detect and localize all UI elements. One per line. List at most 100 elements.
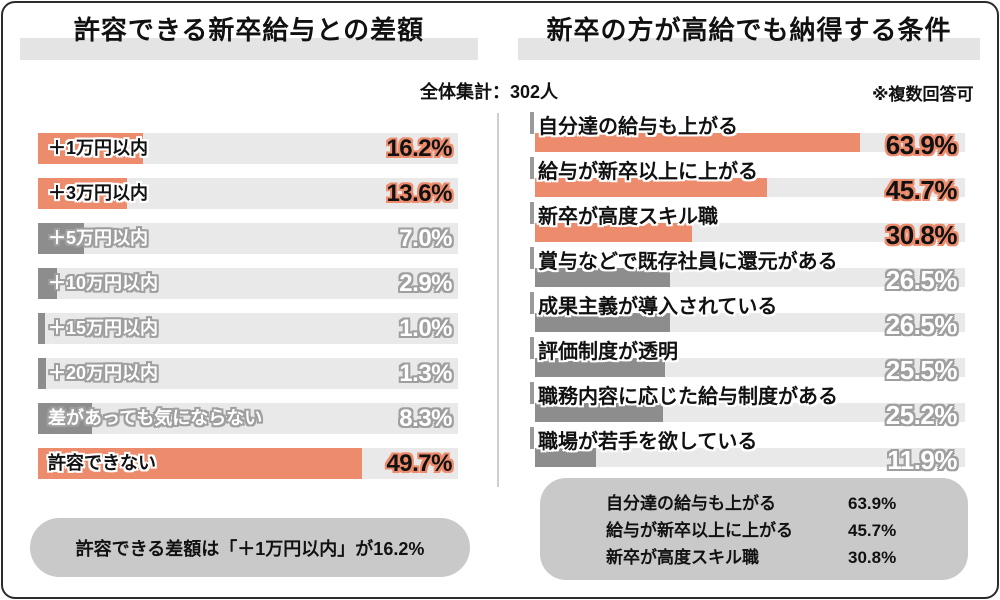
summary-row: 新卒が高度スキル職 30.8% <box>606 544 968 571</box>
bar-value: 49.7% <box>386 450 452 477</box>
bar-row: 成果主義が導入されている 26.5% <box>530 290 967 338</box>
bar-value: 25.5% <box>885 355 958 385</box>
bar-row: 賞与などで既存社員に還元がある 26.5% <box>530 245 967 293</box>
right-panel-title: 新卒の方が高給でも納得する条件 <box>546 15 952 45</box>
row-tick <box>530 247 534 269</box>
bar-track: 25.2% <box>535 402 965 428</box>
bar-row: 自分達の給与も上がる 63.9% <box>530 110 967 158</box>
multiple-answers-note: ※複数回答可 <box>872 85 974 104</box>
bar-fill <box>535 448 596 467</box>
bar-label: 自分達の給与も上がる <box>538 116 738 138</box>
bar-label: 差があっても気にならない <box>48 408 263 428</box>
bar-label: 職場が若手を欲している <box>538 431 758 453</box>
bar-label: 賞与などで既存社員に還元がある <box>538 251 838 273</box>
bar-value: 2.9% <box>399 270 452 297</box>
summary-value: 63.9% <box>848 494 897 513</box>
bar-value: 13.6% <box>386 180 452 207</box>
bar-value: 11.9% <box>887 445 957 475</box>
bar-label: ＋20万円以内 <box>48 363 159 383</box>
bar-value: 1.0% <box>399 315 452 342</box>
bar-fill <box>38 178 127 209</box>
bar-row: ＋15万円以内 1.0% <box>38 313 458 344</box>
bar-row: 新卒が高度スキル職 30.8% <box>530 200 967 248</box>
row-tick <box>530 382 534 404</box>
bar-fill <box>535 403 664 422</box>
bar-fill <box>38 133 144 164</box>
bar-fill <box>535 313 670 332</box>
bar-fill <box>535 178 768 197</box>
bar-value: 63.9% <box>885 130 958 160</box>
bar-value: 30.8% <box>885 220 958 250</box>
row-tick <box>530 337 534 359</box>
panel-divider <box>497 113 499 487</box>
bar-label: ＋5万円以内 <box>48 228 149 248</box>
bar-fill <box>535 358 665 377</box>
bar-track: 30.8% <box>535 222 965 248</box>
bar-label: 職務内容に応じた給与制度がある <box>538 386 838 408</box>
bar-track: 63.9% <box>535 132 965 158</box>
summary-label: 給与が新卒以上に上がる <box>606 521 793 540</box>
bar-track: 26.5% <box>535 267 965 293</box>
bar-fill <box>535 223 692 242</box>
row-tick <box>530 202 534 224</box>
bar-value: 45.7% <box>885 175 958 205</box>
bar-row: ＋1万円以内 16.2% <box>38 133 458 164</box>
bar-label: 成果主義が導入されている <box>538 296 778 318</box>
bar-fill <box>535 268 670 287</box>
row-tick <box>530 292 534 314</box>
row-tick <box>530 112 534 134</box>
bar-fill <box>38 403 93 434</box>
summary-value: 45.7% <box>848 521 897 540</box>
summary-row: 給与が新卒以上に上がる 45.7% <box>606 517 968 544</box>
bar-row: ＋10万円以内 2.9% <box>38 268 458 299</box>
summary-label: 新卒が高度スキル職 <box>606 548 759 567</box>
bar-value: 26.5% <box>885 265 958 295</box>
bar-row: 職場が若手を欲している 11.9% <box>530 425 967 473</box>
left-title-highlight <box>20 38 478 60</box>
bar-fill <box>38 313 45 344</box>
bar-value: 8.3% <box>399 405 452 432</box>
bar-value: 26.5% <box>885 310 958 340</box>
right-title-highlight <box>518 38 980 60</box>
bar-fill <box>38 448 362 479</box>
bar-track: 45.7% <box>535 177 965 203</box>
bar-fill <box>38 358 47 389</box>
bar-track: 26.5% <box>535 312 965 338</box>
bar-label: ＋10万円以内 <box>48 273 159 293</box>
bar-track: 11.9% <box>535 447 965 473</box>
bar-value: 1.3% <box>399 360 452 387</box>
bar-label: 評価制度が透明 <box>538 341 678 363</box>
bar-label: 新卒が高度スキル職 <box>538 206 718 228</box>
bar-row: 職務内容に応じた給与制度がある 25.2% <box>530 380 967 428</box>
summary-value: 30.8% <box>848 548 897 567</box>
bar-track: 25.5% <box>535 357 965 383</box>
bar-row: 評価制度が透明 25.5% <box>530 335 967 383</box>
summary-label: 自分達の給与も上がる <box>606 494 776 513</box>
right-bar-chart: 自分達の給与も上がる 63.9% 給与が新卒以上に上がる 45.7% 新卒が高度スキル職… <box>530 110 967 473</box>
row-tick <box>530 427 534 449</box>
left-panel-title: 許容できる新卒給与との差額 <box>73 15 425 45</box>
bar-label: ＋1万円以内 <box>48 138 149 158</box>
bar-row: 許容できない 49.7% <box>38 448 458 479</box>
bar-row: ＋20万円以内 1.3% <box>38 358 458 389</box>
left-bar-chart: ＋1万円以内 16.2% ＋3万円以内 13.6% ＋5万円以内 7.0% ＋10万円以内 2… <box>38 133 458 479</box>
bar-fill <box>38 223 84 254</box>
bar-label: 給与が新卒以上に上がる <box>538 161 758 183</box>
bar-row: ＋5万円以内 7.0% <box>38 223 458 254</box>
summary-row: 自分達の給与も上がる 63.9% <box>606 490 968 517</box>
bar-label: ＋3万円以内 <box>48 183 149 203</box>
left-summary-callout: 許容できる差額は「＋1万円以内」が16.2% <box>30 518 470 577</box>
right-summary-callout: 自分達の給与も上がる 63.9% 給与が新卒以上に上がる 45.7% 新卒が高度スキル職… <box>540 478 968 580</box>
bar-value: 7.0% <box>399 225 452 252</box>
bar-value: 25.2% <box>885 400 958 430</box>
bar-row: 給与が新卒以上に上がる 45.7% <box>530 155 967 203</box>
bar-label: 許容できない <box>48 453 156 473</box>
sample-size-note: 全体集計：302人 <box>420 82 559 102</box>
bar-row: 差があっても気にならない 8.3% <box>38 403 458 434</box>
bar-label: ＋15万円以内 <box>48 318 159 338</box>
row-tick <box>530 157 534 179</box>
bar-value: 16.2% <box>386 135 452 162</box>
bar-fill <box>535 133 861 152</box>
bar-fill <box>38 268 57 299</box>
